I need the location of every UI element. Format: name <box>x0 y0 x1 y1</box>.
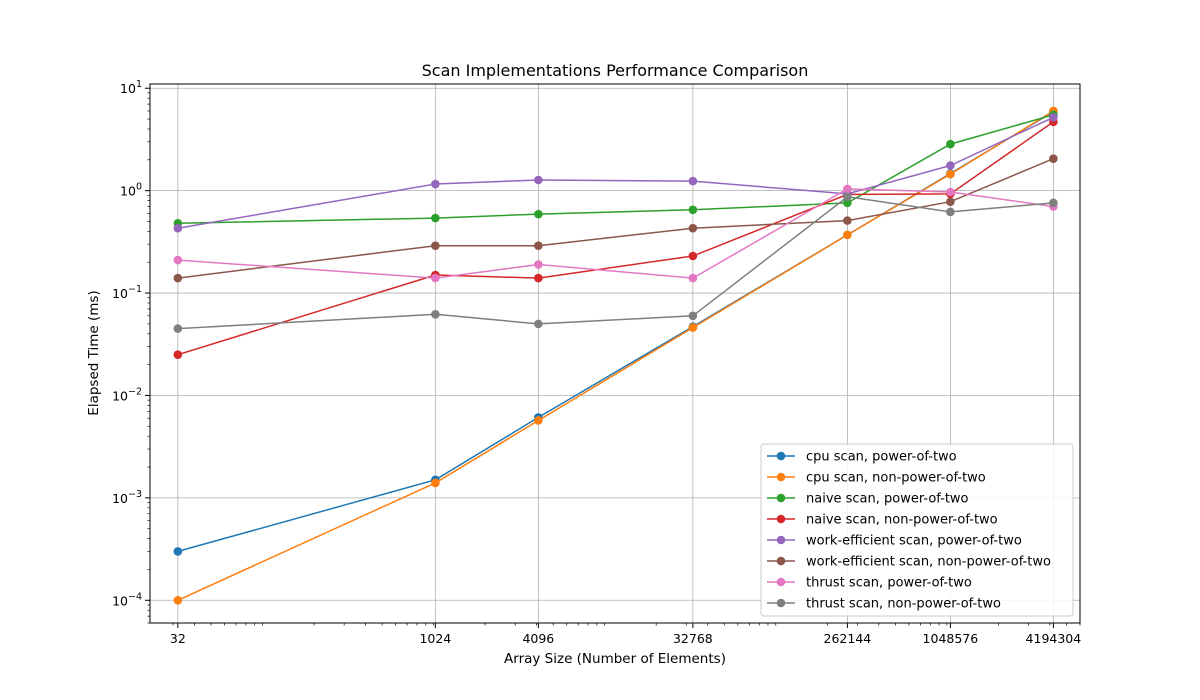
legend-label: naive scan, non-power-of-two <box>806 513 998 528</box>
data-point <box>173 547 183 556</box>
data-point <box>688 311 698 321</box>
series-8 <box>173 192 1058 333</box>
data-point <box>688 251 698 261</box>
y-tick-label: 101 <box>120 79 142 96</box>
data-point <box>173 255 183 265</box>
data-point <box>843 184 852 194</box>
data-point <box>946 169 955 179</box>
legend-item: cpu scan, non-power-of-two <box>767 471 986 486</box>
x-tick-label: 32768 <box>673 631 713 646</box>
data-point <box>431 179 440 189</box>
data-point <box>946 161 955 170</box>
chart-title: Scan Implementations Performance Compari… <box>422 61 809 80</box>
data-point <box>688 205 698 215</box>
data-point <box>431 478 440 488</box>
data-point <box>688 323 698 332</box>
data-point <box>534 319 543 329</box>
x-tick-label: 4194304 <box>1026 631 1082 646</box>
data-point <box>534 175 543 185</box>
data-point <box>688 176 698 186</box>
legend-label: work-efficient scan, power-of-two <box>806 534 1022 549</box>
data-point <box>534 273 543 283</box>
y-tick-label: 10−3 <box>112 489 142 506</box>
data-point <box>1049 113 1058 122</box>
legend: cpu scan, power-of-two cpu scan, non-powe… <box>760 443 1074 617</box>
x-tick-label: 1048576 <box>923 631 979 646</box>
y-tick-label: 10−1 <box>112 284 142 301</box>
legend-marker <box>776 493 786 503</box>
data-point <box>946 187 955 197</box>
data-point <box>688 223 698 233</box>
legend-label: cpu scan, power-of-two <box>806 450 957 465</box>
data-point <box>534 209 543 219</box>
plot-frame <box>149 83 1081 624</box>
legend-marker <box>776 577 786 587</box>
y-tick-label: 10−4 <box>112 591 142 608</box>
data-point <box>173 350 183 360</box>
data-point <box>534 260 543 269</box>
legend-label: cpu scan, non-power-of-two <box>806 471 986 486</box>
data-point <box>946 139 955 149</box>
x-tick-label: 4096 <box>522 631 554 646</box>
legend-item: work-efficient scan, non-power-of-two <box>767 555 1051 570</box>
legend-item: thrust scan, non-power-of-two <box>767 597 1001 612</box>
x-tick-label: 1024 <box>419 631 451 646</box>
data-point <box>946 207 955 217</box>
y-tick-label: 100 <box>120 182 142 199</box>
series-2 <box>173 106 1058 605</box>
data-point <box>534 241 543 251</box>
y-tick-label: 10−2 <box>112 386 142 403</box>
data-point <box>843 216 852 225</box>
legend-label: thrust scan, non-power-of-two <box>806 597 1001 612</box>
data-point <box>534 416 543 425</box>
data-point <box>946 197 955 206</box>
x-tick-label: 32 <box>170 631 186 646</box>
data-point <box>173 595 183 605</box>
x-axis-ticks: 32 1024 4096 32768 262144 1048576 4194304 <box>170 623 1081 646</box>
data-point <box>431 241 440 251</box>
legend-marker <box>776 535 786 545</box>
data-point <box>1049 154 1058 164</box>
series-6 <box>173 154 1058 283</box>
y-axis-ticks: 10−4 10−3 10−2 10−1 100 101 <box>112 79 150 608</box>
legend-marker <box>776 556 786 566</box>
legend-label: thrust scan, power-of-two <box>806 576 972 591</box>
data-point <box>431 273 440 283</box>
data-point <box>173 324 183 333</box>
data-point <box>843 230 852 240</box>
legend-item: cpu scan, power-of-two <box>767 450 957 465</box>
legend-item: naive scan, non-power-of-two <box>767 513 998 528</box>
series-layer <box>173 106 1058 605</box>
legend-label: work-efficient scan, non-power-of-two <box>806 555 1051 570</box>
x-axis-label: Array Size (Number of Elements) <box>504 651 726 667</box>
data-point <box>431 310 440 319</box>
data-point <box>843 198 852 208</box>
data-point <box>431 213 440 223</box>
legend-marker <box>776 472 786 482</box>
legend-item: naive scan, power-of-two <box>767 492 969 507</box>
legend-marker <box>776 598 786 608</box>
legend-label: naive scan, power-of-two <box>806 492 969 507</box>
data-point <box>173 223 183 233</box>
legend-item: thrust scan, power-of-two <box>767 576 972 591</box>
legend-item: work-efficient scan, power-of-two <box>767 534 1022 549</box>
x-tick-label: 262144 <box>824 631 872 646</box>
legend-marker <box>776 514 786 524</box>
data-point <box>843 192 852 202</box>
data-point <box>173 273 183 283</box>
y-axis-label: Elapsed Time (ms) <box>86 290 102 415</box>
legend-marker <box>776 451 786 461</box>
data-point <box>688 273 698 283</box>
data-point <box>1049 198 1058 208</box>
legend-box <box>760 443 1074 617</box>
